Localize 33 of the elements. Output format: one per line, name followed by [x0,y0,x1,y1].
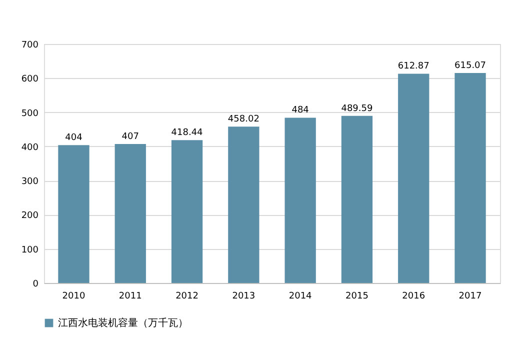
y-tick-label: 200 [21,211,39,222]
data-label: 404 [65,133,83,144]
y-tick-label: 600 [21,74,39,85]
legend-label: 江西水电装机容量（万千瓦） [58,317,188,329]
bar [58,145,90,283]
y-tick-label: 500 [21,108,39,119]
data-label: 615.07 [454,61,486,71]
data-label: 484 [292,106,310,116]
data-label: 612.87 [398,62,430,72]
y-tick-label: 100 [21,245,39,256]
x-tick-label: 2010 [62,292,86,302]
y-tick-label: 300 [21,177,39,188]
x-tick-label: 2014 [288,292,312,302]
y-tick-label: 400 [21,142,39,153]
x-tick-label: 2013 [232,292,256,302]
x-tick-label: 2012 [176,292,198,302]
data-label: 418.44 [171,128,204,138]
bar [284,118,316,283]
y-tick-label: 700 [21,40,39,50]
y-tick-label: 0 [32,280,39,290]
data-label: 458.02 [228,114,260,125]
bar [398,74,430,283]
bar [171,140,203,283]
x-tick-label: 2011 [118,292,142,302]
bar [341,116,373,283]
x-tick-label: 2015 [346,292,368,302]
x-tick-label: 2016 [402,292,426,302]
data-label: 407 [122,132,139,142]
x-tick-label: 2017 [458,292,482,302]
bar [114,144,146,283]
bar [454,73,486,283]
data-label: 489.59 [341,104,373,114]
bar [228,126,260,283]
